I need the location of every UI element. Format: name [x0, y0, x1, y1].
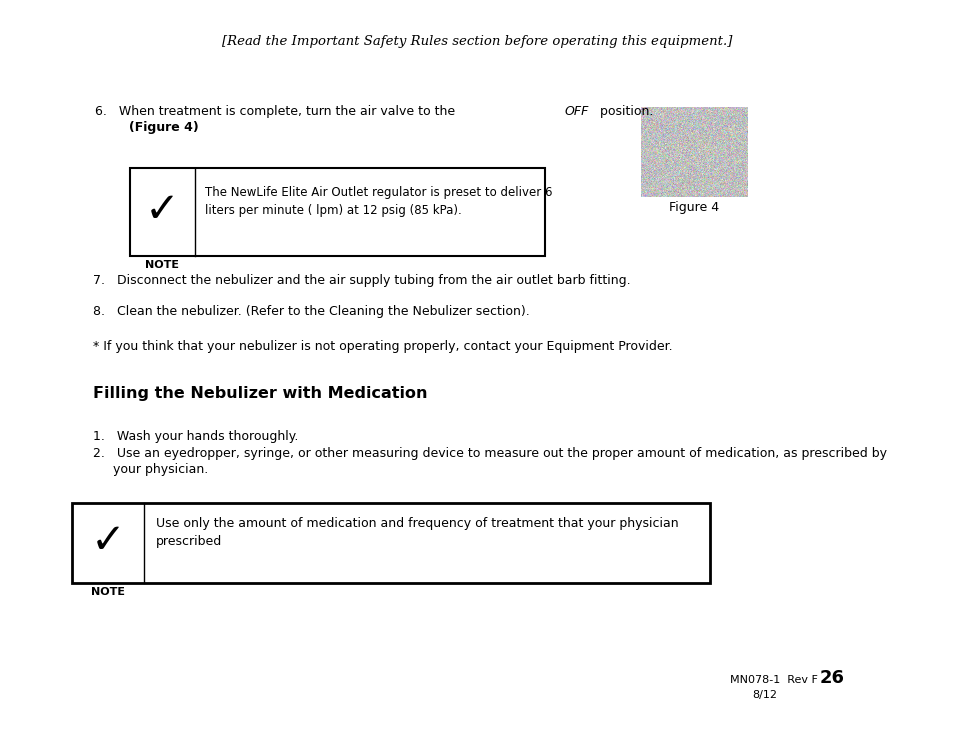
Text: MN078-1  Rev F: MN078-1 Rev F: [729, 675, 817, 685]
Text: (Figure 4): (Figure 4): [107, 121, 198, 134]
Text: [Read the Important Safety Rules section before operating this equipment.]: [Read the Important Safety Rules section…: [222, 35, 731, 49]
Text: liters per minute ( lpm) at 12 psig (85 kPa).: liters per minute ( lpm) at 12 psig (85 …: [205, 204, 461, 217]
Text: The NewLife Elite Air Outlet regulator is preset to deliver 6: The NewLife Elite Air Outlet regulator i…: [205, 186, 552, 199]
Text: 6.   When treatment is complete, turn the air valve to the: 6. When treatment is complete, turn the …: [95, 105, 458, 118]
Text: 26: 26: [820, 669, 844, 687]
Text: NOTE: NOTE: [91, 587, 125, 597]
Text: 1.   Wash your hands thoroughly.: 1. Wash your hands thoroughly.: [92, 430, 298, 443]
Text: * If you think that your nebulizer is not operating properly, contact your Equip: * If you think that your nebulizer is no…: [92, 340, 672, 353]
Text: 8/12: 8/12: [751, 690, 776, 700]
Text: OFF: OFF: [564, 105, 589, 118]
Text: Filling the Nebulizer with Medication: Filling the Nebulizer with Medication: [92, 386, 427, 401]
Text: ✓: ✓: [91, 520, 125, 562]
Text: 2.   Use an eyedropper, syringe, or other measuring device to measure out the pr: 2. Use an eyedropper, syringe, or other …: [92, 447, 886, 460]
Text: Figure 4: Figure 4: [669, 201, 719, 214]
Text: 8.   Clean the nebulizer. (Refer to the Cleaning the Nebulizer section).: 8. Clean the nebulizer. (Refer to the Cl…: [92, 305, 529, 318]
Text: your physician.: your physician.: [92, 463, 208, 476]
Text: position.: position.: [596, 105, 653, 118]
Text: 7.   Disconnect the nebulizer and the air supply tubing from the air outlet barb: 7. Disconnect the nebulizer and the air …: [92, 274, 630, 287]
Text: Use only the amount of medication and frequency of treatment that your physician: Use only the amount of medication and fr…: [156, 517, 678, 530]
Bar: [130, 168, 544, 256]
Text: prescribed: prescribed: [156, 535, 222, 548]
Text: ✓: ✓: [145, 189, 180, 231]
Text: NOTE: NOTE: [146, 260, 179, 270]
Bar: [71, 503, 709, 583]
